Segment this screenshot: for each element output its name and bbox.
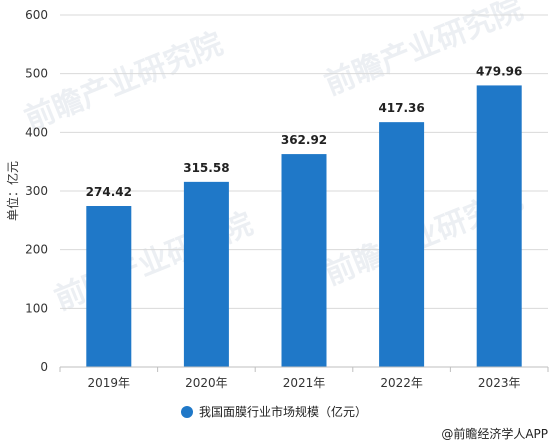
credit-text: @前瞻经济学人APP bbox=[441, 426, 548, 441]
y-tick-label: 300 bbox=[25, 184, 48, 198]
data-labels: 274.42 315.58 362.92 417.36 479.96 bbox=[86, 64, 523, 199]
x-tick-label: 2022年 bbox=[380, 376, 423, 390]
bars bbox=[86, 85, 522, 368]
bar-2022年 bbox=[379, 122, 425, 367]
y-tick-label: 100 bbox=[25, 301, 48, 315]
x-tick-label: 2020年 bbox=[185, 376, 228, 390]
y-axis-ticks: 0 100 200 300 400 500 600 bbox=[25, 8, 48, 374]
bar-2021年 bbox=[281, 154, 327, 367]
legend[interactable]: 我国面膜行业市场规模（亿元） bbox=[181, 404, 367, 419]
data-label: 479.96 bbox=[476, 64, 522, 78]
legend-marker bbox=[181, 406, 193, 418]
y-tick-label: 200 bbox=[25, 243, 48, 257]
bar-2020年 bbox=[183, 181, 229, 367]
x-tick-label: 2023年 bbox=[478, 376, 521, 390]
credit: @前瞻经济学人APP bbox=[441, 426, 548, 441]
x-tick-label: 2021年 bbox=[283, 376, 326, 390]
y-tick-label: 500 bbox=[25, 67, 48, 81]
data-label: 315.58 bbox=[183, 161, 229, 175]
bar-2023年 bbox=[476, 85, 522, 368]
y-axis-label: 单位：亿元 bbox=[5, 161, 20, 221]
bar-2019年 bbox=[86, 206, 132, 367]
y-tick-label: 400 bbox=[25, 125, 48, 139]
data-label: 417.36 bbox=[378, 101, 424, 115]
watermark-0: 前瞻产业研究院 bbox=[20, 26, 228, 137]
data-label: 274.42 bbox=[86, 185, 132, 199]
x-tick-label: 2019年 bbox=[88, 376, 131, 390]
x-axis-ticks: 2019年 2020年 2021年 2022年 2023年 bbox=[59, 367, 549, 390]
legend-label: 我国面膜行业市场规模（亿元） bbox=[199, 404, 367, 419]
y-tick-label: 0 bbox=[40, 360, 48, 374]
y-tick-label: 600 bbox=[25, 8, 48, 22]
data-label: 362.92 bbox=[281, 133, 327, 147]
